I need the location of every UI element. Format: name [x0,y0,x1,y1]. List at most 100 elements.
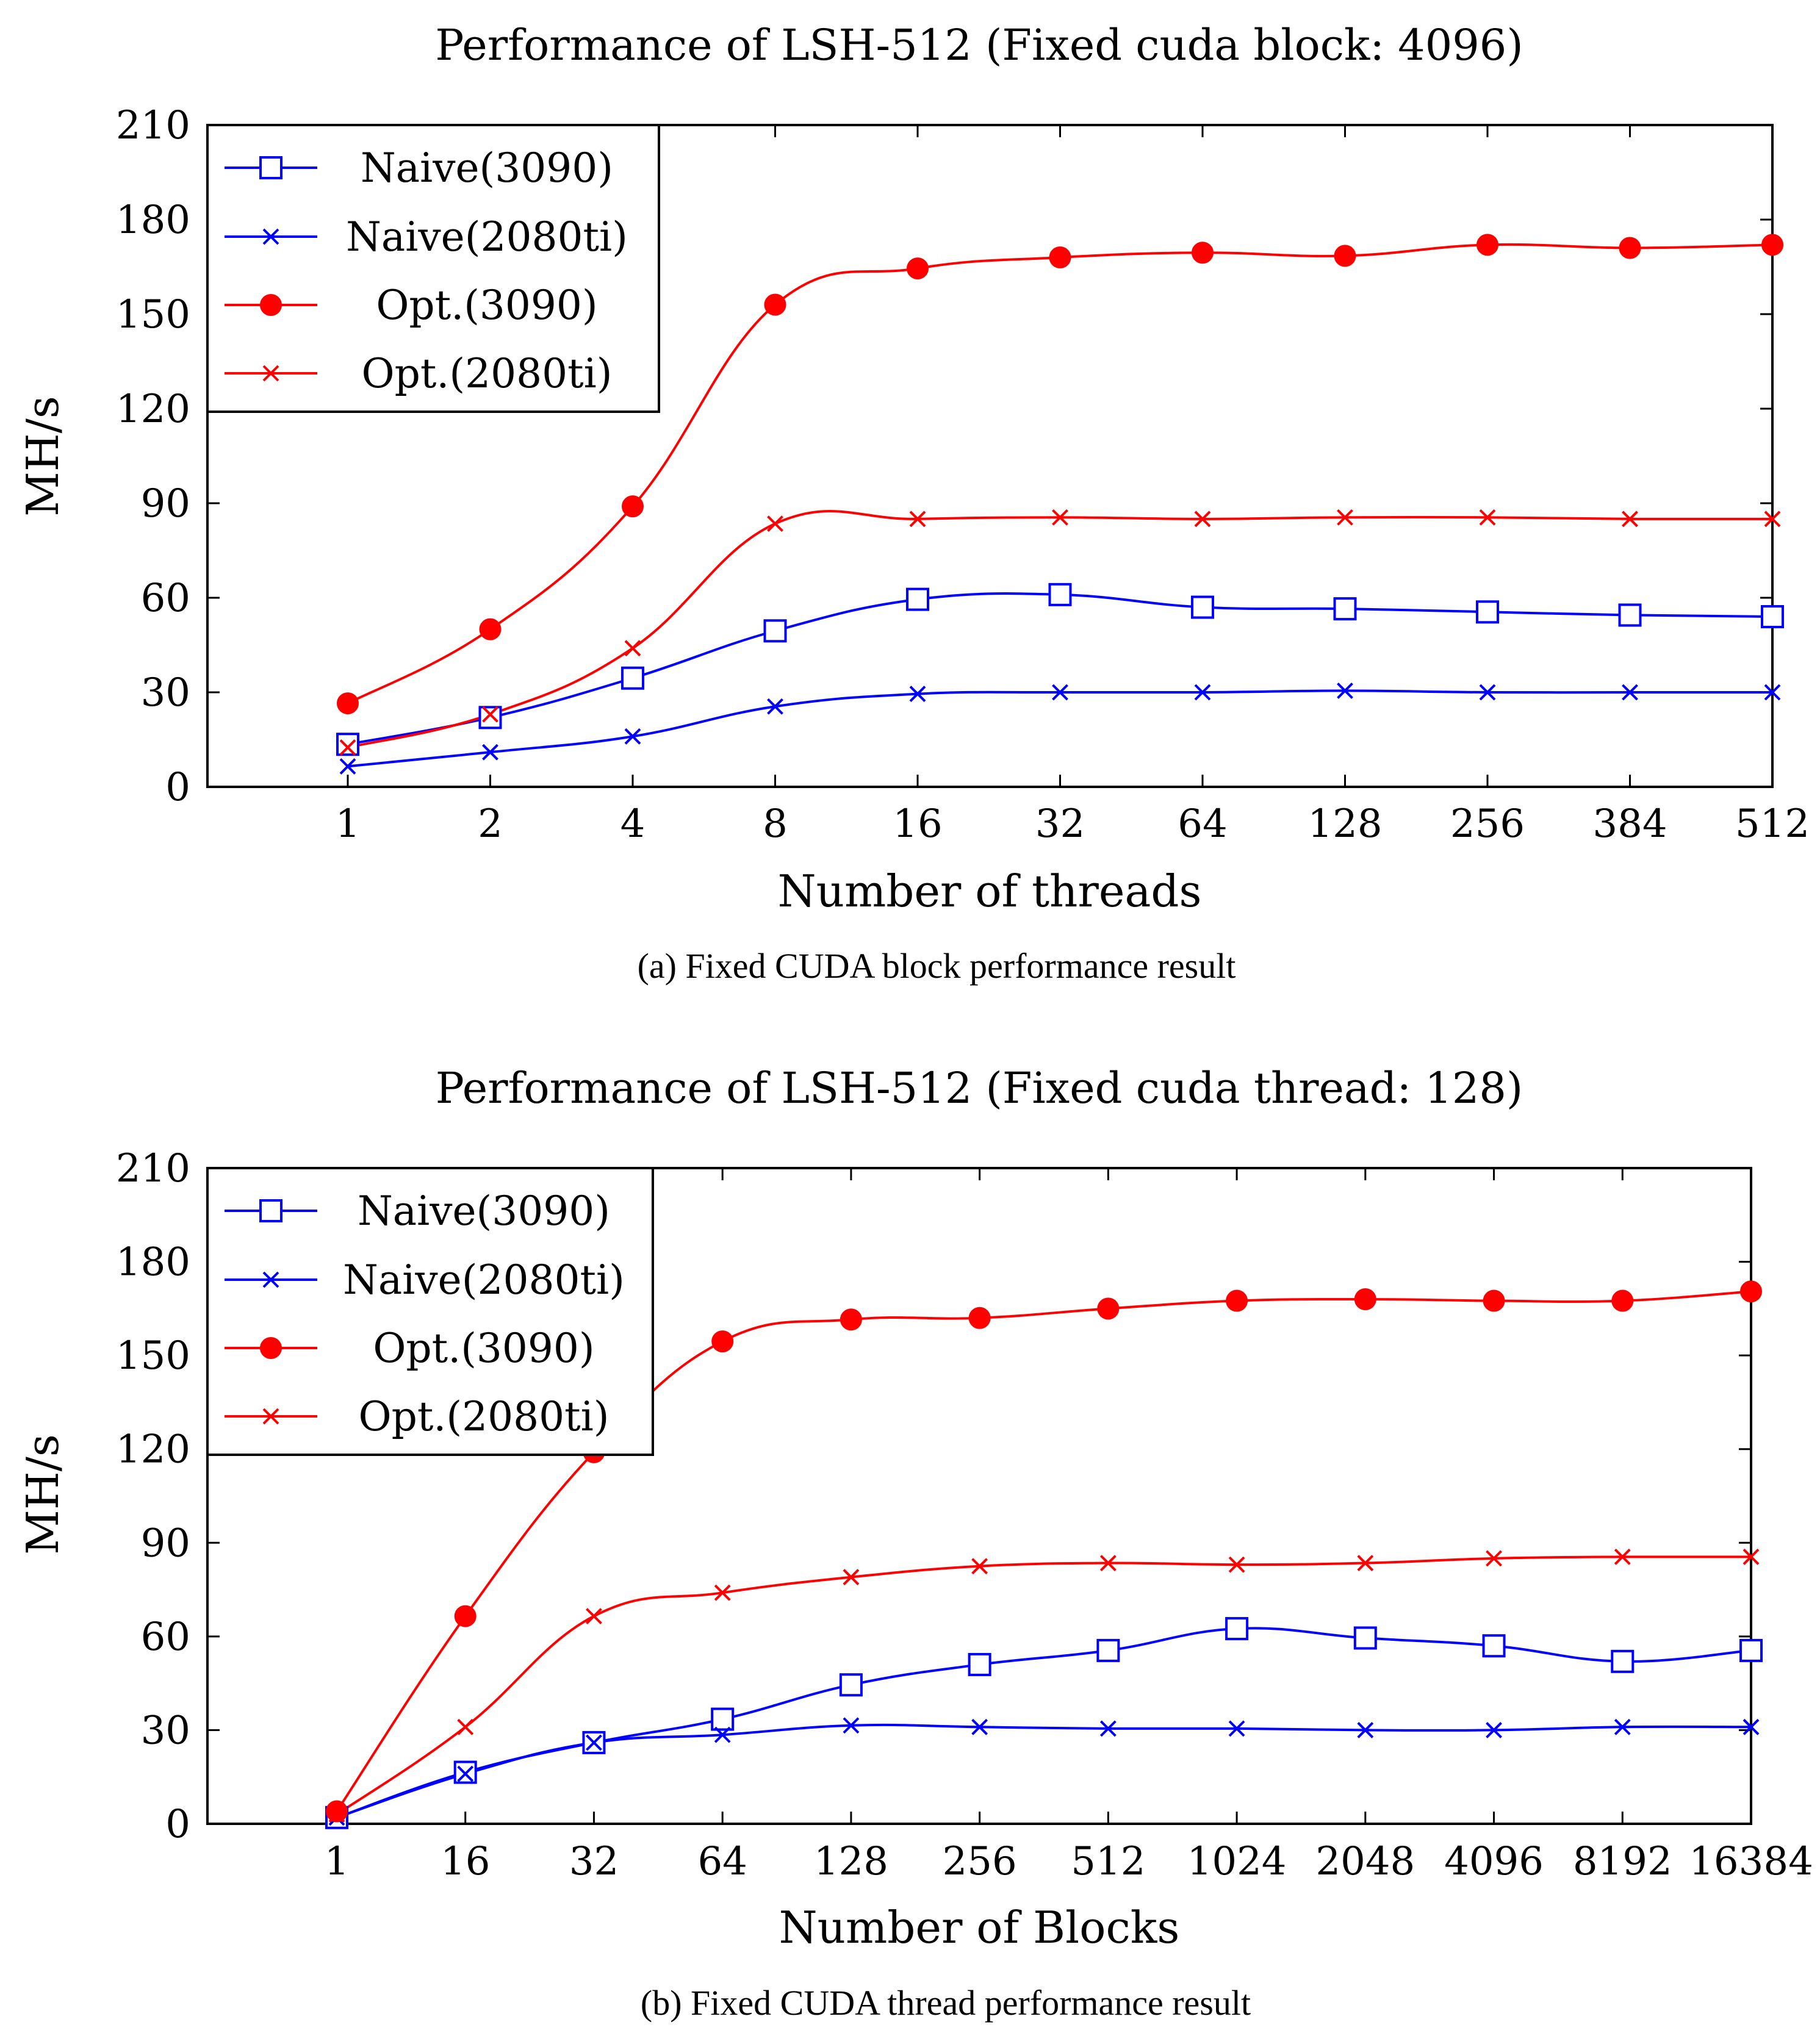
x-tick-label: 512 [1735,801,1810,847]
data-point [621,666,644,690]
chart-b-ticks: 0 30 60 90 120 150 180 210 1 16 32 64 128 256 512 1024 2… [116,1146,1813,1884]
legend-marker [262,1408,279,1425]
chart-a-ticks: 0 30 60 90 120 150 180 210 1 2 4 8 16 32 64 128 256 384 51… [116,103,1810,847]
series-line [347,243,1773,705]
data-point [1482,1634,1506,1658]
x-tick-label: 64 [697,1839,747,1884]
data-point [764,293,786,316]
x-tick-label: 32 [569,1839,619,1884]
data-point [711,1330,734,1353]
legend-marker [260,294,282,316]
chart-b-xlabel: Number of Blocks [779,1902,1180,1953]
legend-label: Opt.(3090) [373,1325,594,1372]
data-point [1194,511,1211,528]
chart-a-legend-box [206,124,660,413]
x-tick-label: 16 [441,1839,490,1884]
data-point [1740,1280,1762,1303]
data-point [1622,511,1638,528]
data-point [1761,234,1783,256]
data-point [1334,245,1356,267]
data-point [840,1308,862,1331]
data-point [1618,603,1642,627]
data-point [326,1800,348,1823]
data-point [1764,684,1781,701]
data-point [1225,1617,1249,1641]
y-tick-label: 90 [141,481,190,526]
x-tick-label: 2048 [1315,1839,1415,1884]
y-tick-label: 0 [165,765,190,810]
legend-marker [262,365,279,382]
data-point [1052,684,1068,701]
y-tick-label: 210 [116,1146,190,1191]
data-point [624,640,641,657]
y-tick-label: 60 [141,1615,190,1660]
data-point [971,1718,988,1735]
data-point [339,739,356,756]
legend-label: Naive(3090) [361,145,613,192]
legend-label: Naive(2080ti) [343,1257,625,1303]
y-tick-label: 210 [116,103,190,148]
data-point [763,619,787,643]
data-point [1096,1638,1120,1662]
data-point [1353,1626,1377,1650]
chart-b-legend: Naive(3090) Naive(2080ti) Opt.(3090) Opt.(2… [206,1167,654,1456]
legend-marker [260,1337,282,1359]
x-tick-label: 128 [814,1839,888,1884]
chart-a-xlabel: Number of threads [778,866,1202,917]
data-point [624,728,641,745]
legend-label: Opt.(2080ti) [359,1393,610,1440]
y-tick-label: 150 [116,292,190,337]
data-point [843,1569,860,1586]
x-tick-label: 16 [893,801,942,847]
data-point [1477,234,1498,256]
chart-b-ylabel: MH/s [17,1434,68,1555]
chart-a-plot-frame [206,124,1774,788]
x-tick-label: 1 [325,1839,350,1884]
data-point [1614,1548,1631,1565]
chart-a-markers [336,234,1784,775]
data-point [1486,1722,1502,1738]
data-point [1228,1556,1245,1573]
chart-b: Performance of LSH-512 (Fixed cuda threa… [17,1063,1813,2023]
x-tick-label: 16384 [1689,1839,1813,1884]
data-point [1479,684,1496,701]
data-point [1486,1550,1502,1567]
data-point [1739,1638,1763,1662]
chart-a-caption: (a) Fixed CUDA block performance result [638,946,1236,986]
y-tick-label: 0 [165,1802,190,1847]
data-point [482,706,498,723]
chart-b-markers [325,1280,1763,1829]
y-tick-label: 30 [141,670,190,715]
x-tick-label: 4096 [1444,1839,1544,1884]
chart-a-title: Performance of LSH-512 (Fixed cuda block… [435,20,1523,70]
data-point [1483,1289,1505,1312]
data-point [1743,1548,1760,1565]
x-tick-label: 1024 [1187,1839,1287,1884]
data-point [1052,509,1068,526]
x-tick-label: 256 [943,1839,1017,1884]
data-point [1097,1297,1120,1320]
data-point [1764,511,1781,528]
x-tick-label: 8192 [1573,1839,1672,1884]
data-point [339,758,356,775]
data-point [714,1726,731,1743]
x-tick-label: 384 [1592,801,1667,847]
data-point [906,587,929,611]
series-line [336,1555,1752,1816]
x-tick-label: 8 [763,801,788,847]
y-tick-label: 120 [116,387,190,432]
x-tick-label: 128 [1307,801,1382,847]
chart-b-title: Performance of LSH-512 (Fixed cuda threa… [436,1063,1523,1113]
data-point [457,1718,474,1735]
data-point [1476,600,1499,624]
legend-label: Opt.(2080ti) [362,350,613,397]
legend-marker [259,1199,282,1222]
legend-marker [259,156,282,179]
data-point [767,515,783,532]
data-point [1333,597,1357,621]
data-point [968,1307,991,1329]
x-tick-label: 2 [478,801,503,847]
data-point [1354,1288,1376,1310]
data-point [1099,1555,1117,1571]
